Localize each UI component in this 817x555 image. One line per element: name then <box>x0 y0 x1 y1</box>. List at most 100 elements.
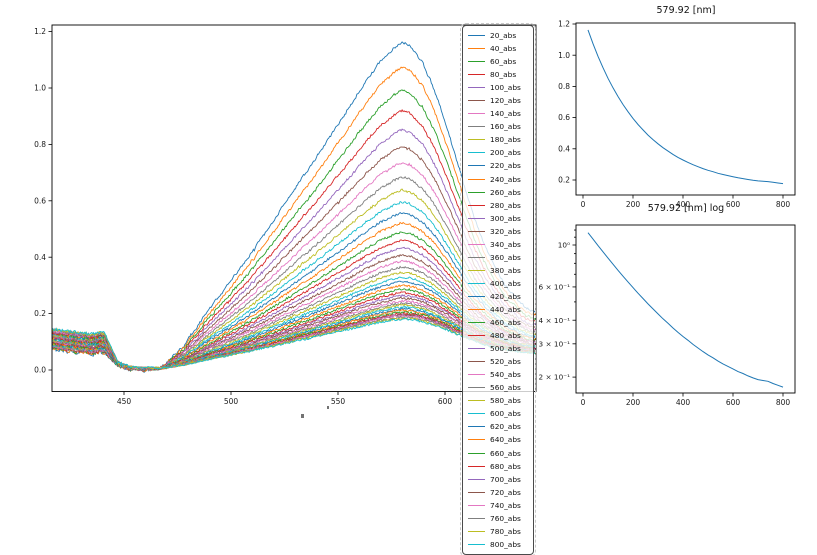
legend-entry-240_abs: 240_abs <box>468 173 531 186</box>
legend-line-sample <box>468 61 485 63</box>
legend-label: 60_abs <box>490 57 517 67</box>
legend-entry-580_abs: 580_abs <box>468 394 531 407</box>
legend-label: 440_abs <box>490 305 521 314</box>
legend-label: 700_abs <box>490 474 521 484</box>
legend-line-sample <box>468 530 485 532</box>
y-tick-label: 2 × 10⁻¹ <box>539 373 571 382</box>
legend-entry-460_abs: 460_abs <box>468 316 531 329</box>
legend-line-sample <box>468 165 485 167</box>
axes-frame <box>575 22 796 196</box>
legend-line-sample <box>468 491 485 493</box>
legend-line-sample <box>468 178 485 180</box>
legend-label: 220_abs <box>490 161 521 171</box>
axes-frame <box>575 224 796 394</box>
legend-label: 380_abs <box>490 265 521 275</box>
charts-svg: 450 500 550 600 0.0 0.2 0.4 0.6 0.8 1.0 1.2 0 200 400… <box>34 20 796 407</box>
x-tick-label: 200 <box>626 200 641 209</box>
legend-line-sample <box>468 361 485 363</box>
clipped-label-artifact <box>301 414 304 418</box>
axes-frame <box>51 24 537 392</box>
clipped-label-artifact <box>327 406 329 409</box>
legend-line-sample <box>468 465 485 467</box>
legend-line-sample <box>468 256 485 258</box>
legend-label: 140_abs <box>490 109 521 119</box>
legend-line-sample <box>468 400 485 402</box>
legend-line-sample <box>468 295 485 297</box>
legend-entry-500_abs: 500_abs <box>468 342 531 355</box>
legend-label: 600_abs <box>490 409 521 419</box>
legend-line-sample <box>468 309 485 310</box>
legend-label: 540_abs <box>490 370 521 380</box>
legend-line-sample <box>468 517 485 519</box>
x-tick-label: 600 <box>726 200 741 209</box>
legend-line-sample <box>468 74 485 76</box>
legend-line-sample <box>468 48 485 50</box>
legend-entry-340_abs: 340_abs <box>468 238 531 251</box>
y-tick-label: 1.2 <box>34 27 46 36</box>
spectrum-curve-780_abs <box>52 316 536 370</box>
legend-label: 420_abs <box>490 291 521 301</box>
decay-curve <box>587 29 784 185</box>
legend-label: 240_abs <box>490 174 521 184</box>
legend-entry-620_abs: 620_abs <box>468 420 531 433</box>
legend-line-sample <box>468 152 485 154</box>
legend-entry-520_abs: 520_abs <box>468 355 531 368</box>
y-tick-label: 0.4 <box>558 144 570 153</box>
y-tick-label: 0.0 <box>34 366 46 375</box>
legend-label: 480_abs <box>490 331 521 341</box>
legend-entry-100_abs: 100_abs <box>468 81 531 94</box>
y-tick-label: 10⁰ <box>558 241 570 250</box>
legend-label: 320_abs <box>490 226 521 236</box>
legend-entry-380_abs: 380_abs <box>468 264 531 277</box>
y-tick-label: 1.2 <box>558 20 570 29</box>
y-tick-label: 0.6 <box>34 196 46 205</box>
legend-entry-80_abs: 80_abs <box>468 68 531 81</box>
legend-line-sample <box>468 100 485 102</box>
legend-label: 520_abs <box>490 357 521 367</box>
legend-label: 400_abs <box>490 278 521 288</box>
y-tick-label: 0.6 <box>558 113 570 122</box>
y-tick-label: 0.8 <box>558 82 570 91</box>
legend-label: 100_abs <box>490 83 521 93</box>
legend-label: 280_abs <box>490 200 521 210</box>
legend-entry-700_abs: 700_abs <box>468 473 531 486</box>
legend-label: 80_abs <box>490 70 517 80</box>
legend-label: 260_abs <box>490 187 521 197</box>
legend-entry-680_abs: 680_abs <box>468 460 531 473</box>
legend-line-sample <box>468 348 485 350</box>
legend-entry-300_abs: 300_abs <box>468 212 531 225</box>
spectra-plot <box>52 41 536 373</box>
legend-label: 180_abs <box>490 135 521 145</box>
x-tick-label: 200 <box>626 398 641 407</box>
legend: 20_abs 40_abs 60_abs 80_abs 100_abs 120_abs 14… <box>460 23 536 555</box>
legend-label: 200_abs <box>490 148 521 158</box>
x-tick-label: 800 <box>776 398 791 407</box>
legend-entry-360_abs: 360_abs <box>468 251 531 264</box>
legend-entry-640_abs: 640_abs <box>468 433 531 446</box>
legend-label: 340_abs <box>490 239 521 249</box>
legend-label: 300_abs <box>490 213 521 223</box>
legend-line-sample <box>468 374 485 376</box>
legend-entry-540_abs: 540_abs <box>468 368 531 381</box>
legend-line-sample <box>468 413 485 415</box>
x-tick-label: 550 <box>331 397 346 406</box>
x-tick-label: 400 <box>676 200 691 209</box>
x-tick-label: 600 <box>726 398 741 407</box>
legend-entry-160_abs: 160_abs <box>468 120 531 133</box>
legend-label: 20_abs <box>490 31 517 41</box>
legend-label: 500_abs <box>490 344 521 354</box>
legend-line-sample <box>468 217 485 219</box>
y-tick-label: 0.2 <box>34 309 46 318</box>
legend-label: 560_abs <box>490 383 521 393</box>
legend-label: 720_abs <box>490 487 521 497</box>
decay-log-plot-title: 579.92 [nm] log <box>647 203 725 214</box>
legend-line-sample <box>468 35 485 37</box>
legend-label: 660_abs <box>490 448 521 458</box>
legend-entry-440_abs: 440_abs <box>468 303 531 316</box>
legend-entry-660_abs: 660_abs <box>468 447 531 460</box>
spectrum-curve-800_abs <box>52 317 536 370</box>
legend-line-sample <box>468 204 485 206</box>
legend-entry-780_abs: 780_abs <box>468 525 531 538</box>
legend-label: 580_abs <box>490 396 521 406</box>
legend-line-sample <box>468 282 485 284</box>
